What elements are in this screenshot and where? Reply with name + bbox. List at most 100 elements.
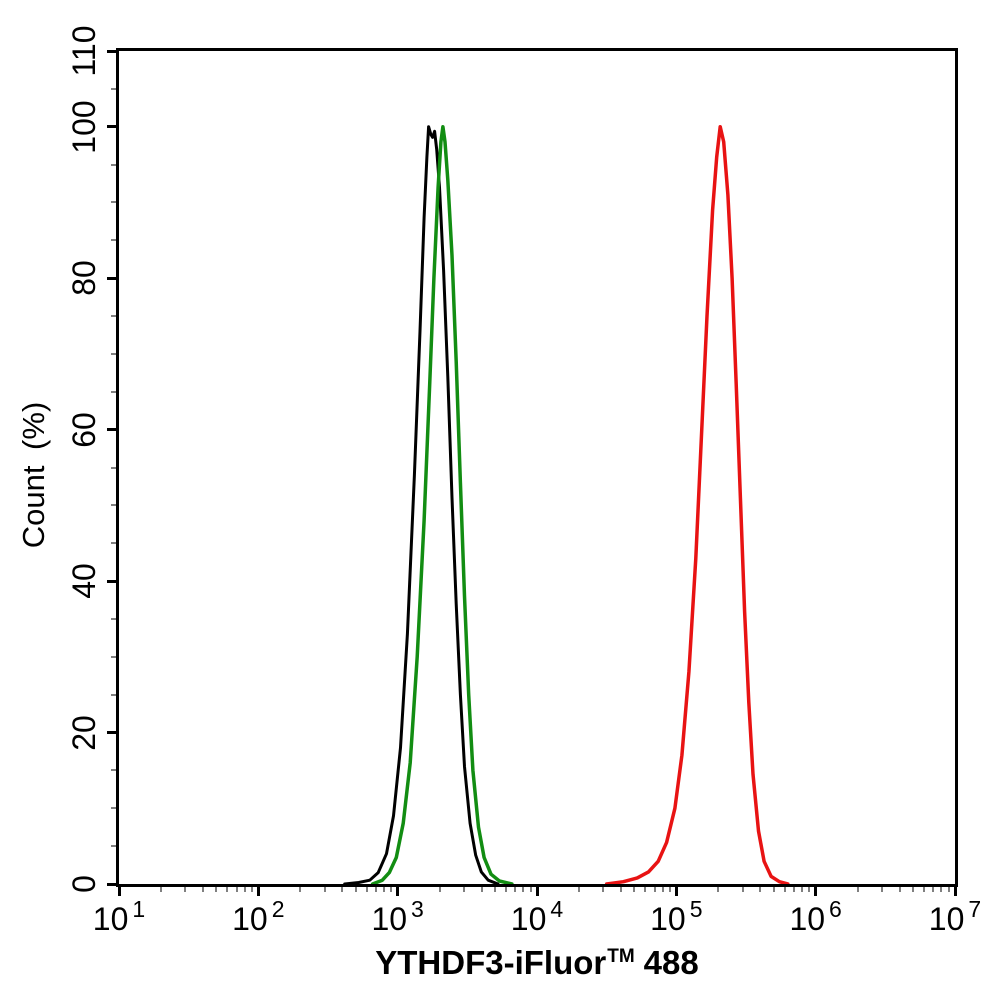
x-tick-exponent: 5 bbox=[689, 896, 703, 922]
x-tick-label: 10 1 bbox=[59, 896, 179, 940]
x-tick-exponent: 6 bbox=[829, 896, 842, 922]
x-minor-tick bbox=[923, 887, 926, 892]
x-major-tick bbox=[535, 887, 539, 896]
x-minor-tick bbox=[619, 887, 622, 892]
y-tick-label: 40 bbox=[65, 563, 102, 599]
x-minor-tick bbox=[772, 887, 775, 892]
y-minor-tick bbox=[111, 390, 116, 393]
x-major-tick bbox=[256, 887, 260, 896]
green-curve bbox=[370, 124, 514, 884]
black-curve bbox=[343, 125, 500, 884]
y-major-tick bbox=[107, 276, 116, 280]
y-minor-tick bbox=[111, 87, 116, 90]
x-axis-title: YTHDF3-iFluorTM 488 bbox=[116, 944, 958, 982]
y-minor-tick bbox=[111, 617, 116, 620]
x-tick-label: 10 2 bbox=[198, 896, 318, 940]
x-tick-exponent: 3 bbox=[411, 896, 424, 922]
x-minor-tick bbox=[250, 887, 253, 892]
y-major-tick bbox=[107, 731, 116, 735]
x-minor-tick bbox=[881, 887, 884, 892]
y-minor-tick bbox=[111, 845, 116, 848]
y-minor-tick bbox=[111, 693, 116, 696]
y-major-tick bbox=[107, 49, 116, 53]
x-major-tick bbox=[953, 887, 957, 896]
y-minor-tick bbox=[111, 807, 116, 810]
y-major-tick bbox=[107, 428, 116, 432]
histogram-curves bbox=[343, 124, 790, 884]
x-minor-tick bbox=[529, 887, 532, 892]
x-tick-base: 10 bbox=[510, 901, 547, 937]
y-tick-label: 60 bbox=[65, 411, 102, 448]
x-minor-tick bbox=[759, 887, 762, 892]
y-minor-tick bbox=[111, 504, 116, 507]
x-tick-exponent: 7 bbox=[968, 896, 982, 922]
plot-area bbox=[116, 48, 958, 887]
x-minor-tick bbox=[898, 887, 901, 892]
x-minor-tick bbox=[201, 887, 204, 892]
x-minor-tick bbox=[235, 887, 238, 892]
y-minor-tick bbox=[111, 201, 116, 204]
x-tick-base: 10 bbox=[92, 901, 129, 937]
y-minor-tick bbox=[111, 163, 116, 166]
y-tick-label: 110 bbox=[65, 25, 102, 77]
x-minor-tick bbox=[717, 887, 720, 892]
x-minor-tick bbox=[661, 887, 664, 892]
x-tick-base: 10 bbox=[789, 901, 826, 937]
x-minor-tick bbox=[383, 887, 386, 892]
x-tick-exponent: 2 bbox=[271, 896, 285, 922]
x-minor-tick bbox=[912, 887, 915, 892]
y-minor-tick bbox=[111, 315, 116, 318]
y-tick-label: 0 bbox=[65, 875, 102, 893]
x-minor-tick bbox=[947, 887, 950, 892]
x-minor-tick bbox=[390, 887, 393, 892]
x-tick-label: 10 7 bbox=[895, 896, 994, 940]
x-minor-tick bbox=[644, 887, 647, 892]
x-tick-exponent: 4 bbox=[550, 896, 564, 922]
y-minor-tick bbox=[111, 239, 116, 242]
x-minor-tick bbox=[159, 887, 162, 892]
x-minor-tick bbox=[480, 887, 483, 892]
x-minor-tick bbox=[801, 887, 804, 892]
x-minor-tick bbox=[932, 887, 935, 892]
x-minor-tick bbox=[323, 887, 326, 892]
x-tick-label: 10 4 bbox=[477, 896, 597, 940]
x-minor-tick bbox=[668, 887, 671, 892]
x-tick-exponent: 1 bbox=[132, 896, 146, 922]
y-minor-tick bbox=[111, 542, 116, 545]
x-minor-tick bbox=[299, 887, 302, 892]
x-minor-tick bbox=[215, 887, 218, 892]
x-minor-tick bbox=[354, 887, 357, 892]
x-minor-tick bbox=[226, 887, 229, 892]
y-minor-tick bbox=[111, 466, 116, 469]
x-minor-tick bbox=[341, 887, 344, 892]
x-minor-tick bbox=[602, 887, 605, 892]
x-tick-base: 10 bbox=[650, 901, 686, 937]
y-minor-tick bbox=[111, 352, 116, 355]
x-tick-label: 10 3 bbox=[338, 896, 458, 940]
x-major-tick bbox=[674, 887, 678, 896]
x-axis-title-text: YTHDF3-iFluor bbox=[375, 944, 607, 981]
x-minor-tick bbox=[505, 887, 508, 892]
x-minor-tick bbox=[633, 887, 636, 892]
trademark-superscript-icon: TM bbox=[607, 946, 635, 967]
x-major-tick bbox=[396, 887, 400, 896]
x-minor-tick bbox=[365, 887, 368, 892]
x-minor-tick bbox=[463, 887, 466, 892]
x-minor-tick bbox=[375, 887, 378, 892]
y-minor-tick bbox=[111, 769, 116, 772]
x-minor-tick bbox=[856, 887, 859, 892]
x-tick-base: 10 bbox=[371, 901, 408, 937]
y-major-tick bbox=[107, 579, 116, 583]
y-axis-title: Count (%) bbox=[16, 401, 51, 549]
y-major-tick bbox=[107, 882, 116, 886]
x-tick-base: 10 bbox=[232, 901, 268, 937]
x-major-tick bbox=[117, 887, 121, 896]
x-minor-tick bbox=[808, 887, 811, 892]
x-minor-tick bbox=[243, 887, 246, 892]
y-tick-label: 80 bbox=[65, 260, 102, 296]
x-minor-tick bbox=[653, 887, 656, 892]
red-curve bbox=[604, 124, 790, 884]
y-tick-label: 20 bbox=[65, 714, 102, 751]
x-tick-label: 10 5 bbox=[616, 896, 736, 940]
